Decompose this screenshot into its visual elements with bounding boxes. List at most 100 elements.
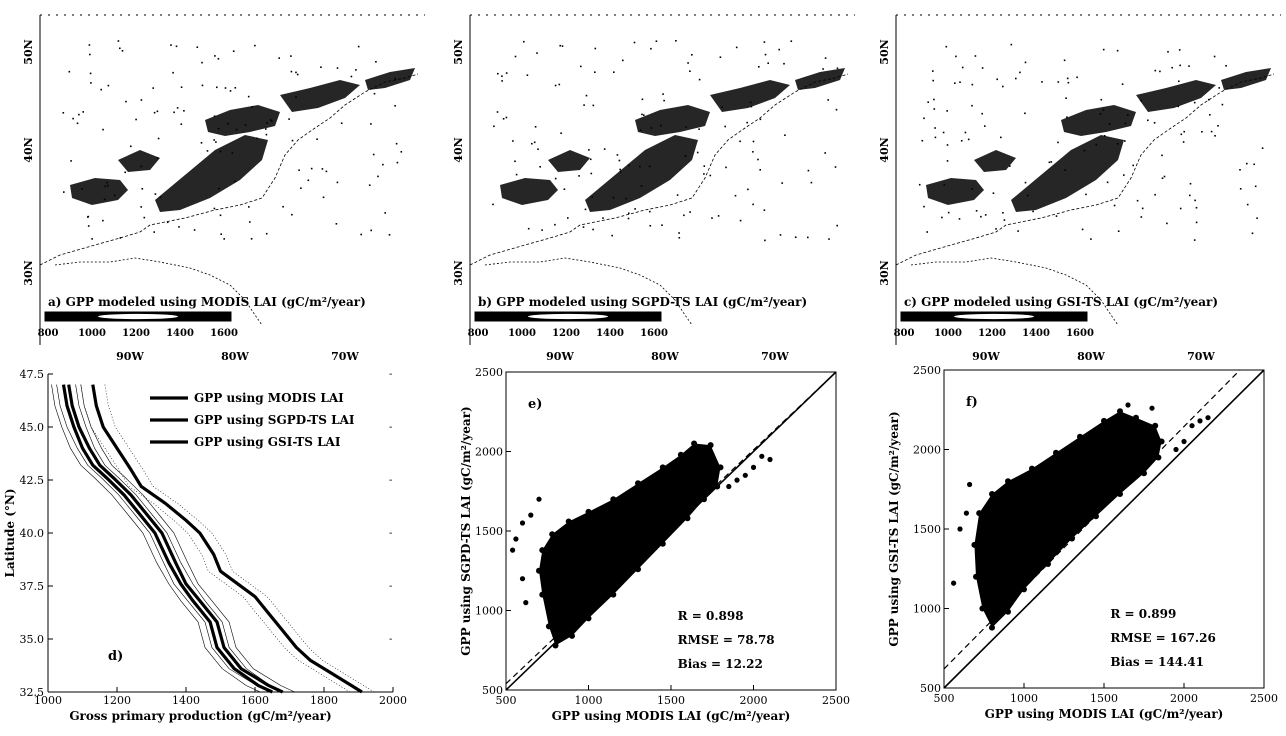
vegetation-speck <box>496 111 499 113</box>
colorbar-highlight <box>954 313 1034 320</box>
vegetation-speck <box>1210 130 1213 133</box>
vegetation-speck <box>724 125 726 128</box>
uncertainty-line <box>104 384 375 693</box>
lon-tick-label: 90W <box>546 350 574 363</box>
coastline-outline <box>469 73 849 266</box>
vegetation-speck <box>971 83 974 86</box>
vegetation-speck <box>921 139 924 142</box>
vegetation-speck <box>291 139 294 142</box>
high-gpp-region <box>1011 135 1124 212</box>
vegetation-speck <box>611 234 613 237</box>
x-tick-label: 2000 <box>379 694 407 707</box>
data-point <box>1155 454 1162 461</box>
vegetation-speck <box>201 61 203 64</box>
data-point <box>539 547 546 554</box>
vegetation-speck <box>336 67 339 69</box>
data-point <box>717 464 724 471</box>
vegetation-speck <box>559 44 561 47</box>
vegetation-speck <box>1182 141 1185 143</box>
vegetation-speck <box>382 163 384 166</box>
data-point <box>951 580 957 586</box>
vegetation-speck <box>684 155 687 157</box>
data-point <box>545 623 552 630</box>
vegetation-speck <box>984 214 987 216</box>
vegetation-speck <box>784 134 786 136</box>
vegetation-speck <box>290 70 293 73</box>
vegetation-speck <box>961 66 964 69</box>
vegetation-speck <box>1085 193 1087 196</box>
vegetation-speck <box>400 151 403 153</box>
vegetation-speck <box>514 55 517 58</box>
high-gpp-region <box>926 178 984 205</box>
vegetation-speck <box>265 128 267 130</box>
vegetation-speck <box>282 205 284 208</box>
vegetation-speck <box>689 211 691 213</box>
data-point <box>963 510 969 516</box>
vegetation-speck <box>1154 69 1157 72</box>
colorbar-highlight <box>528 313 608 320</box>
vegetation-speck <box>752 151 754 153</box>
y-axis-label: GPP using GSI-TS LAI (gC/m²/year) <box>887 411 901 646</box>
vegetation-speck <box>721 106 723 108</box>
y-tick-label: 40.0 <box>20 527 45 540</box>
vegetation-speck <box>196 46 199 48</box>
vegetation-speck <box>641 113 643 116</box>
data-point <box>677 451 684 458</box>
vegetation-speck <box>322 196 325 199</box>
vegetation-speck <box>395 142 398 145</box>
vegetation-speck <box>649 225 652 227</box>
high-gpp-region <box>1061 105 1136 136</box>
data-point <box>569 632 575 639</box>
vegetation-speck <box>932 79 934 82</box>
data-point <box>1117 491 1123 497</box>
vegetation-speck <box>1100 98 1103 101</box>
vegetation-speck <box>256 137 258 140</box>
vegetation-speck <box>698 128 700 130</box>
vegetation-speck <box>717 215 720 217</box>
vegetation-speck <box>981 67 984 69</box>
vegetation-speck <box>1171 66 1173 69</box>
lon-tick-label: 80W <box>221 350 249 363</box>
x-tick-label: 1200 <box>103 694 131 707</box>
uncertainty-line <box>75 384 285 693</box>
legend-label: GPP using SGPD-TS LAI <box>194 413 355 427</box>
data-point <box>519 576 526 582</box>
chart-panel-d: 32.5 - 35.0 - 37.5 - 40.0 - 42.5 - 45.0 - 47.5 - 1000 1… <box>0 366 430 732</box>
lat-tick-label: 50N <box>878 39 891 64</box>
chart-panel-e: 500 1000 1500 2000 2500 500 1000 1500 2000 2500 R … <box>430 366 858 732</box>
vegetation-speck <box>1166 222 1168 225</box>
vegetation-speck <box>370 123 372 125</box>
vegetation-speck <box>1124 140 1126 142</box>
vegetation-speck <box>135 118 137 121</box>
high-gpp-region <box>1221 68 1271 90</box>
data-point <box>585 508 592 515</box>
data-point <box>1053 449 1059 456</box>
colorbar-tick-label: 1000 <box>934 328 962 339</box>
vegetation-speck <box>265 133 268 136</box>
data-point <box>989 624 995 631</box>
vegetation-speck <box>62 112 65 114</box>
vegetation-speck <box>639 129 642 132</box>
vegetation-speck <box>143 216 146 219</box>
vegetation-speck <box>675 40 677 42</box>
vegetation-speck <box>320 66 322 68</box>
vegetation-speck <box>634 208 636 210</box>
vegetation-speck <box>981 112 983 115</box>
vegetation-speck <box>1193 101 1196 104</box>
colorbar-tick-label: 1200 <box>122 328 150 339</box>
y-tick-label: 47.5 <box>20 368 45 381</box>
vegetation-speck <box>627 217 630 220</box>
x-axis-label: Gross primary production (gC/m²/year) <box>69 709 331 723</box>
vegetation-speck <box>622 59 624 62</box>
vegetation-speck <box>703 165 706 167</box>
vegetation-speck <box>971 104 973 107</box>
vegetation-speck <box>1064 169 1066 171</box>
vegetation-speck <box>1195 221 1198 224</box>
data-point <box>549 531 556 538</box>
vegetation-speck <box>946 160 949 162</box>
map-caption: b) GPP modeled using SGPD-TS LAI (gC/m²/… <box>478 295 807 309</box>
vegetation-speck <box>641 98 644 101</box>
vegetation-speck <box>531 142 533 145</box>
colorbar-tick-label: 1000 <box>508 328 536 339</box>
coastline-outline <box>895 73 1275 266</box>
